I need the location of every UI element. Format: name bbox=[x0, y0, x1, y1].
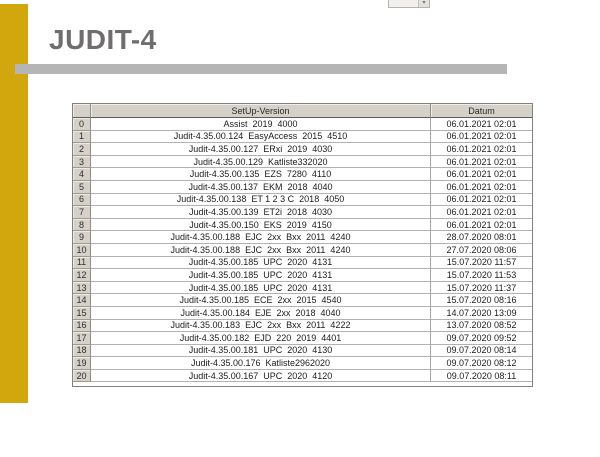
setup-version-cell: Judit-4.35.00.127 ERxi 2019 4030 bbox=[91, 143, 431, 156]
setup-version-cell: Judit-4.35.00.188 EJC 2xx Bxx 2011 4240 bbox=[91, 231, 431, 244]
datum-cell: 09.07.2020 09:52 bbox=[431, 332, 532, 345]
datum-cell: 06.01.2021 02:01 bbox=[431, 219, 532, 232]
setup-version-cell: Judit-4.35.00.181 UPC 2020 4130 bbox=[91, 344, 431, 358]
row-index-cell: 3 bbox=[73, 155, 91, 169]
datum-cell: 15.07.2020 11:37 bbox=[431, 282, 532, 295]
table-body: 0 Assist 2019 4000 06.01.2021 02:01 1 Judit-… bbox=[73, 118, 532, 383]
datum-cell: 06.01.2021 02:01 bbox=[431, 156, 532, 169]
divider-bar bbox=[15, 64, 507, 74]
setup-version-cell: Judit-4.35.00.124 EasyAccess 2015 4510 bbox=[91, 130, 431, 144]
datum-header: Datum bbox=[431, 104, 532, 118]
setup-version-cell: Judit-4.35.00.139 ET2i 2018 4030 bbox=[91, 206, 431, 219]
row-index-cell: 7 bbox=[73, 206, 91, 219]
row-index-cell: 5 bbox=[73, 180, 91, 194]
row-index-cell: 17 bbox=[73, 332, 91, 345]
datum-cell: 06.01.2021 02:01 bbox=[431, 143, 532, 156]
datum-cell: 06.01.2021 02:01 bbox=[431, 194, 532, 207]
setup-version-header: SetUp-Version bbox=[91, 104, 431, 118]
setup-version-cell: Judit-4.35.00.185 ECE 2xx 2015 4540 bbox=[91, 294, 431, 307]
table-row: 1 Judit-4.35.00.124 EasyAccess 2015 4510 0… bbox=[73, 130, 532, 144]
table-row: 17 Judit-4.35.00.182 EJD 220 2019 4401 09.… bbox=[73, 332, 532, 345]
datum-cell: 09.07.2020 08:14 bbox=[431, 345, 532, 358]
row-index-cell: 12 bbox=[73, 269, 91, 282]
row-index-cell: 10 bbox=[73, 243, 91, 257]
setup-version-cell: Judit-4.35.00.188 EJC 2xx Bxx 2011 4240 bbox=[91, 243, 431, 257]
row-index-cell: 1 bbox=[73, 130, 91, 144]
table-row: 2 Judit-4.35.00.127 ERxi 2019 4030 06.01.2… bbox=[73, 143, 532, 156]
table-row: 4 Judit-4.35.00.135 EZS 7280 4110 06.01.20… bbox=[73, 168, 532, 181]
table-row: 10 Judit-4.35.00.188 EJC 2xx Bxx 2011 424… bbox=[73, 243, 532, 257]
table-row: 11 Judit-4.35.00.185 UPC 2020 4131 15.07.2… bbox=[73, 256, 532, 270]
setup-version-cell: Judit-4.35.00.137 EKM 2018 4040 bbox=[91, 180, 431, 194]
setup-version-table: SetUp-Version Datum 0 Assist 2019 4000 06.… bbox=[72, 103, 533, 388]
setup-version-cell: Judit-4.35.00.184 EJE 2xx 2018 4040 bbox=[91, 306, 431, 320]
setup-version-cell: Judit-4.35.00.182 EJD 220 2019 4401 bbox=[91, 332, 431, 345]
page-title: JUDIT-4 bbox=[49, 24, 157, 55]
table-row: 16 Judit-4.35.00.183 EJC 2xx Bxx 2011 422… bbox=[73, 319, 532, 333]
setup-version-cell: Judit-4.35.00.135 EZS 7280 4110 bbox=[91, 168, 431, 181]
row-index-cell: 2 bbox=[73, 143, 91, 156]
table-row: 9 Judit-4.35.00.188 EJC 2xx Bxx 2011 4240… bbox=[73, 231, 532, 244]
row-index-header bbox=[73, 104, 91, 118]
table-row: 7 Judit-4.35.00.139 ET2i 2018 4030 06.01.2… bbox=[73, 206, 532, 219]
setup-version-cell: Judit-4.35.00.150 EKS 2019 4150 bbox=[91, 218, 431, 232]
table-filler-strip bbox=[73, 382, 532, 386]
setup-version-cell: Judit-4.35.00.185 UPC 2020 4131 bbox=[91, 269, 431, 282]
datum-cell: 15.07.2020 11:57 bbox=[431, 257, 532, 270]
datum-cell: 06.01.2021 02:01 bbox=[431, 181, 532, 194]
row-index-cell: 19 bbox=[73, 357, 91, 370]
dropdown-arrow-icon[interactable]: ▾ bbox=[418, 0, 429, 7]
table-row: 18 Judit-4.35.00.181 UPC 2020 4130 09.07.2… bbox=[73, 344, 532, 358]
setup-version-cell: Judit-4.35.00.129 Katliste332020 bbox=[91, 155, 431, 169]
table-row: 19 Judit-4.35.00.176 Katliste2962020 09.07… bbox=[73, 357, 532, 370]
table-row: 12 Judit-4.35.00.185 UPC 2020 4131 15.07.2… bbox=[73, 269, 532, 282]
setup-version-cell: Judit-4.35.00.183 EJC 2xx Bxx 2011 4222 bbox=[91, 319, 431, 333]
row-index-cell: 4 bbox=[73, 168, 91, 181]
datum-cell: 27.07.2020 08:06 bbox=[431, 244, 532, 257]
table-row: 13 Judit-4.35.00.185 UPC 2020 4131 15.07.2… bbox=[73, 281, 532, 295]
row-index-cell: 8 bbox=[73, 218, 91, 232]
table-row: 6 Judit-4.35.00.138 ET 1 2 3 C 2018 4050 0… bbox=[73, 193, 532, 207]
datum-cell: 06.01.2021 02:01 bbox=[431, 118, 532, 131]
table-row: 15 Judit-4.35.00.184 EJE 2xx 2018 4040 14.… bbox=[73, 306, 532, 320]
datum-cell: 13.07.2020 08:52 bbox=[431, 320, 532, 333]
setup-version-cell: Judit-4.35.00.185 UPC 2020 4131 bbox=[91, 281, 431, 295]
datum-cell: 06.01.2021 02:01 bbox=[431, 206, 532, 219]
table-header-row: SetUp-Version Datum bbox=[73, 104, 532, 118]
datum-cell: 28.07.2020 08:01 bbox=[431, 231, 532, 244]
datum-cell: 06.01.2021 02:01 bbox=[431, 131, 532, 144]
table-row: 0 Assist 2019 4000 06.01.2021 02:01 bbox=[73, 118, 532, 131]
row-index-cell: 15 bbox=[73, 306, 91, 320]
row-index-cell: 18 bbox=[73, 344, 91, 358]
table-row: 8 Judit-4.35.00.150 EKS 2019 4150 06.01.20… bbox=[73, 218, 532, 232]
table-row: 5 Judit-4.35.00.137 EKM 2018 4040 06.01.20… bbox=[73, 180, 532, 194]
setup-version-cell: Judit-4.35.00.176 Katliste2962020 bbox=[91, 357, 431, 370]
page-scale-dropdown[interactable]: ▾ bbox=[388, 0, 430, 8]
setup-version-cell: Judit-4.35.00.185 UPC 2020 4131 bbox=[91, 256, 431, 270]
row-index-cell: 16 bbox=[73, 319, 91, 333]
row-index-cell: 20 bbox=[73, 369, 91, 383]
row-index-cell: 14 bbox=[73, 294, 91, 307]
row-index-cell: 13 bbox=[73, 281, 91, 295]
row-index-cell: 0 bbox=[73, 118, 91, 131]
row-index-cell: 6 bbox=[73, 193, 91, 207]
setup-version-cell: Assist 2019 4000 bbox=[91, 118, 431, 131]
table-row: 20 Judit-4.35.00.167 UPC 2020 4120 09.07.2… bbox=[73, 369, 532, 383]
table-row: 3 Judit-4.35.00.129 Katliste332020 06.01.2… bbox=[73, 155, 532, 169]
setup-version-cell: Judit-4.35.00.138 ET 1 2 3 C 2018 4050 bbox=[91, 193, 431, 207]
datum-cell: 15.07.2020 11:53 bbox=[431, 269, 532, 282]
datum-cell: 09.07.2020 08:12 bbox=[431, 357, 532, 370]
datum-cell: 14.07.2020 13:09 bbox=[431, 307, 532, 320]
table-row: 14 Judit-4.35.00.185 ECE 2xx 2015 4540 15.… bbox=[73, 294, 532, 307]
setup-version-cell: Judit-4.35.00.167 UPC 2020 4120 bbox=[91, 369, 431, 383]
row-index-cell: 9 bbox=[73, 231, 91, 244]
datum-cell: 06.01.2021 02:01 bbox=[431, 168, 532, 181]
datum-cell: 09.07.2020 08:11 bbox=[431, 370, 532, 383]
row-index-cell: 11 bbox=[73, 256, 91, 270]
datum-cell: 15.07.2020 08:16 bbox=[431, 294, 532, 307]
